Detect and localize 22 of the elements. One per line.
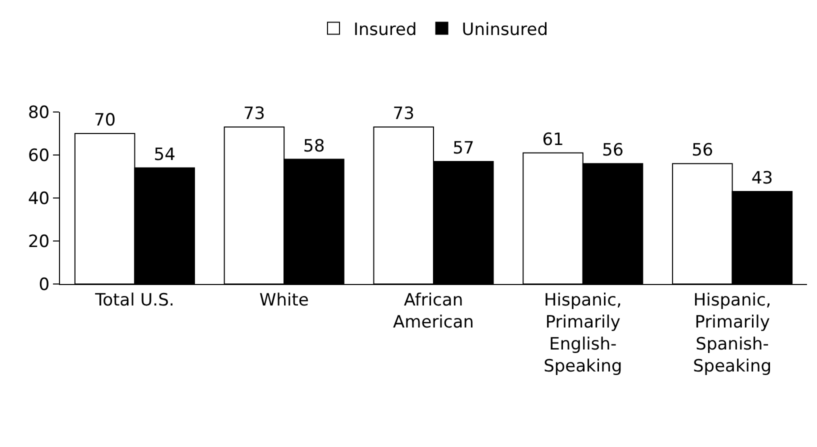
data-label: 54 xyxy=(154,144,176,165)
data-label: 73 xyxy=(243,104,266,124)
data-label: 43 xyxy=(751,168,773,189)
y-tick-label: 0 xyxy=(38,274,50,295)
y-tick-label: 20 xyxy=(28,232,50,252)
x-tick-label: Hispanic, Primarily Spanish- Speaking xyxy=(693,290,772,377)
data-label: 57 xyxy=(452,138,474,158)
data-label: 56 xyxy=(692,140,714,161)
x-tick-label: African American xyxy=(393,290,474,332)
x-tick-label: Total U.S. xyxy=(94,290,174,310)
y-tick-label: 80 xyxy=(28,102,50,123)
data-label: 56 xyxy=(602,140,624,161)
x-tick-label: Hispanic, Primarily English- Speaking xyxy=(544,290,622,377)
y-tick-label: 60 xyxy=(28,146,50,166)
data-label: 70 xyxy=(94,110,116,130)
data-label: 73 xyxy=(392,104,414,124)
y-tick-label: 40 xyxy=(28,188,50,209)
legend-label: Uninsured xyxy=(462,20,548,40)
legend-label: Insured xyxy=(354,20,417,40)
x-tick-label: White xyxy=(259,290,309,310)
data-label: 58 xyxy=(303,136,325,156)
data-label: 61 xyxy=(542,130,564,150)
